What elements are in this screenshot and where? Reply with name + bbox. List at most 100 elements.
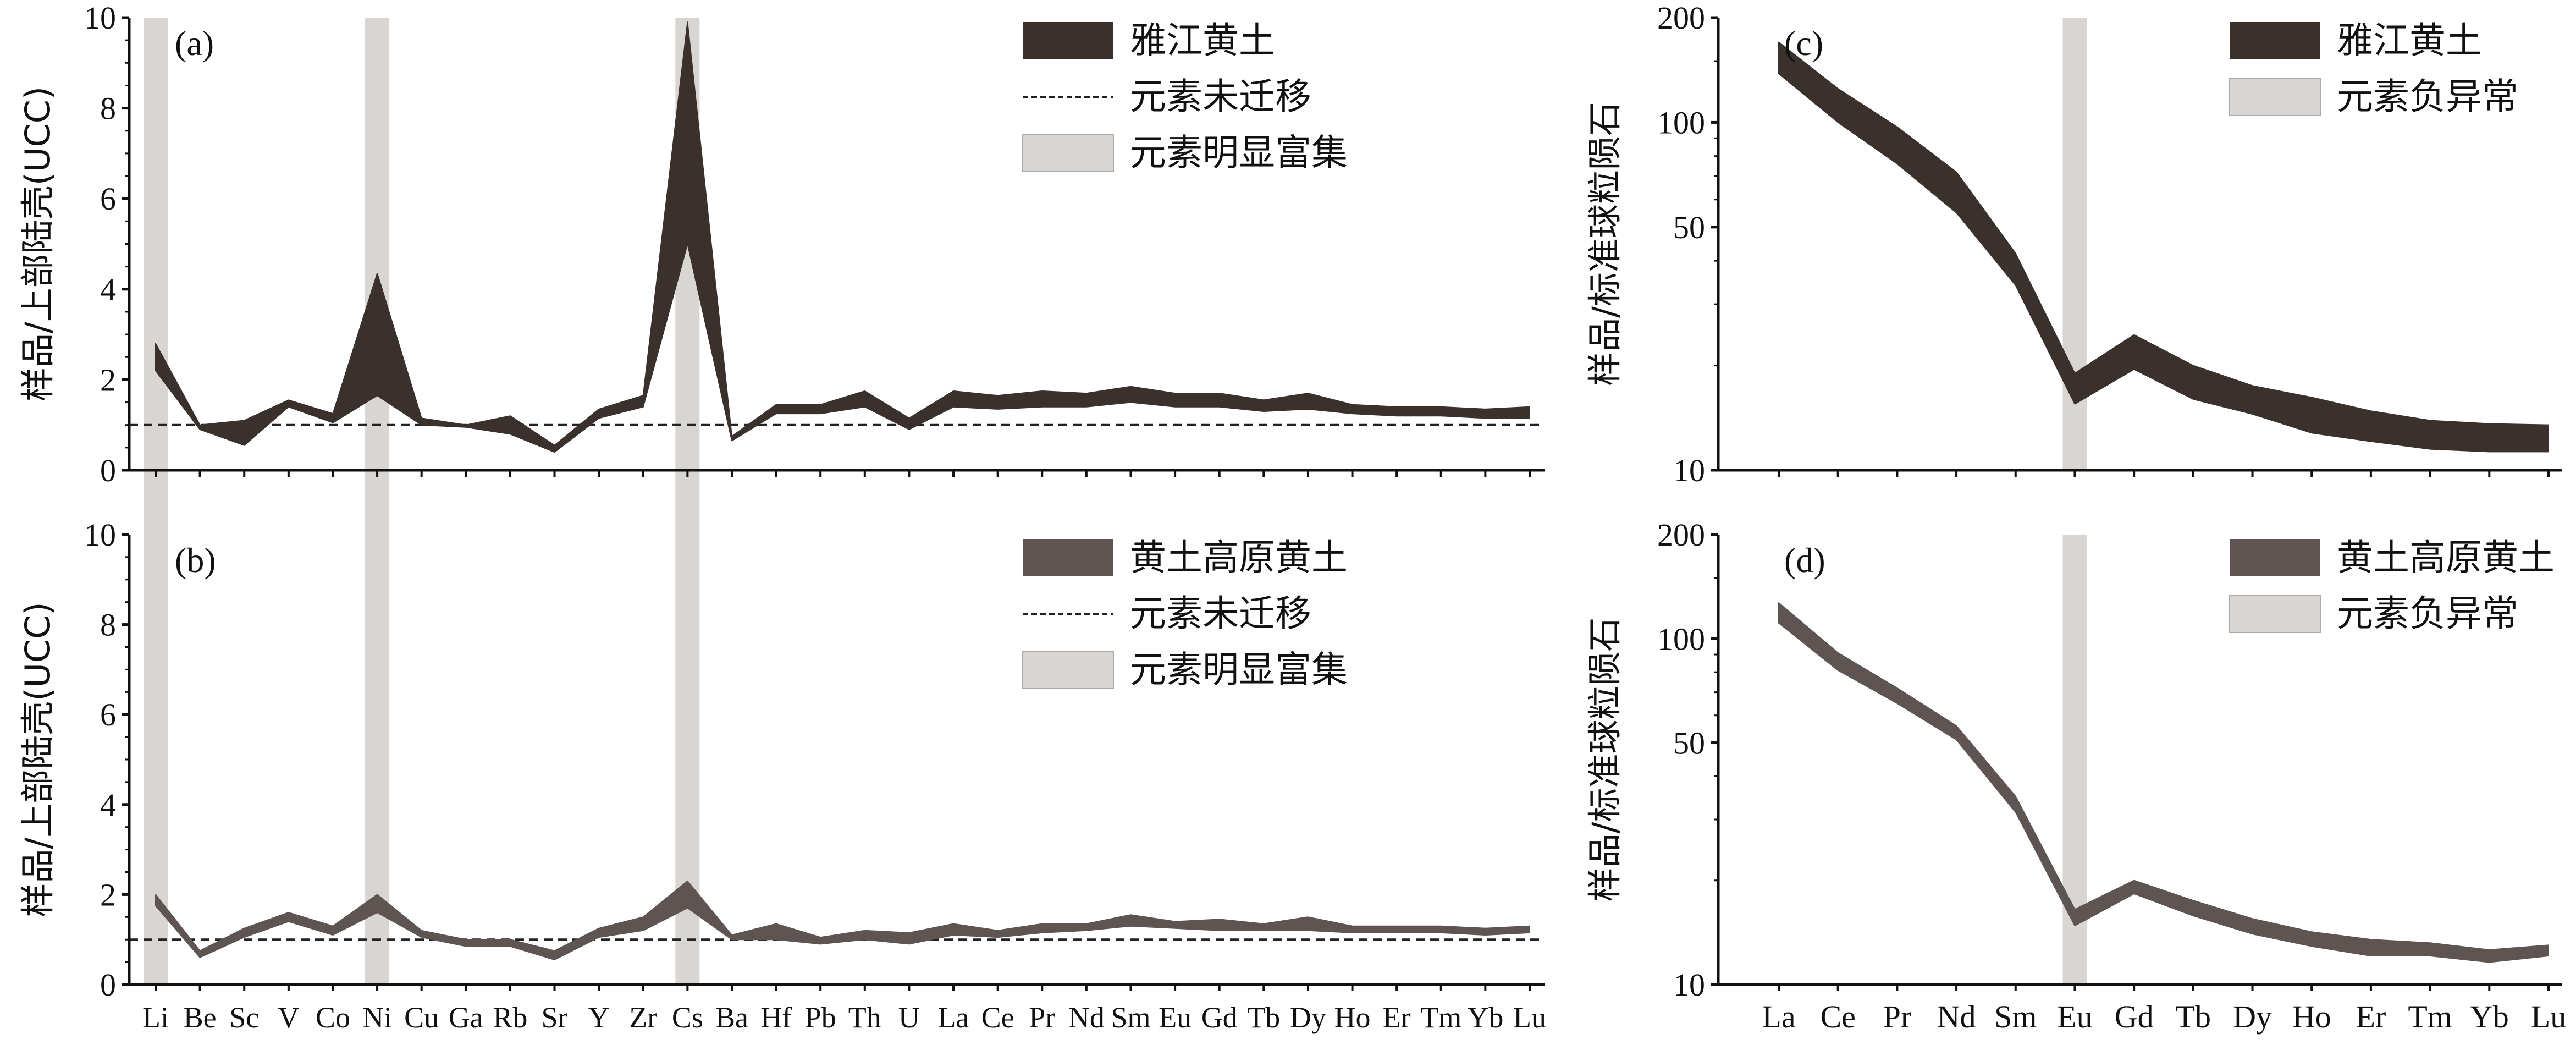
legend-swatch-highlight bbox=[1022, 134, 1114, 172]
y-tick-label: 200 bbox=[1657, 0, 1705, 36]
x-tick-label: Ga bbox=[449, 1001, 483, 1034]
x-tick-label: Ba bbox=[715, 1001, 748, 1034]
legend-label-series: 雅江黄土 bbox=[2337, 19, 2482, 62]
panel-label: (b) bbox=[175, 541, 216, 580]
legend-swatch-highlight bbox=[2229, 78, 2321, 116]
data-band-1 bbox=[155, 21, 1530, 453]
x-tick-label: Pb bbox=[805, 1001, 836, 1034]
y-tick-label: 2 bbox=[100, 877, 116, 912]
x-tick-label: Eu bbox=[2057, 999, 2092, 1035]
x-tick-label: Ho bbox=[1334, 1001, 1371, 1034]
x-tick-label: Tb bbox=[2176, 999, 2211, 1035]
y-tick-label: 100 bbox=[1657, 621, 1705, 657]
y-tick-label: 0 bbox=[100, 967, 116, 1003]
x-tick-label: Zr bbox=[629, 1001, 657, 1034]
y-tick-label: 6 bbox=[100, 697, 116, 733]
x-tick-label: Nd bbox=[1068, 1001, 1105, 1034]
legend-swatch-series bbox=[2230, 22, 2320, 59]
x-tick-label: Nd bbox=[1937, 999, 1976, 1035]
x-tick-label: Yb bbox=[1467, 1001, 1503, 1034]
x-tick-label: Er bbox=[1383, 1001, 1411, 1034]
x-tick-label: Cu bbox=[404, 1001, 439, 1034]
y-axis-title: 样品/上部陆壳(UCC) bbox=[18, 602, 58, 917]
y-tick-label: 10 bbox=[1673, 453, 1705, 488]
legend-swatch-highlight bbox=[1022, 651, 1114, 689]
legend-swatch-highlight bbox=[2229, 595, 2321, 633]
x-tick-label: Be bbox=[184, 1001, 217, 1034]
legend-label-reference: 元素未迁移 bbox=[1130, 75, 1311, 118]
data-band-1 bbox=[1778, 41, 2549, 453]
y-tick-label: 4 bbox=[100, 787, 116, 823]
x-tick-label: Tb bbox=[1247, 1001, 1280, 1034]
x-tick-label: Rb bbox=[493, 1001, 527, 1034]
x-tick-label: Lu bbox=[2531, 999, 2566, 1035]
x-tick-label: Er bbox=[2356, 999, 2386, 1035]
chart-panel-b: 0 2 4 6 8 10 Li Be Sc V Co Ni Cu Ga Rb Sr Y Zr Cs Ba Hf Pb Th U… bbox=[18, 517, 1546, 1034]
x-tick-label: Sm bbox=[1111, 1001, 1150, 1034]
x-tick-label: Pr bbox=[1883, 999, 1912, 1035]
legend-label-highlight: 元素明显富集 bbox=[1130, 648, 1348, 691]
x-tick-label: Ce bbox=[981, 1001, 1014, 1034]
legend-label-highlight: 元素明显富集 bbox=[1130, 131, 1348, 174]
y-tick-label: 10 bbox=[1673, 967, 1705, 1003]
x-tick-label: Sr bbox=[542, 1001, 568, 1034]
x-tick-label: Ce bbox=[1820, 999, 1855, 1035]
legend-swatch-series bbox=[2230, 539, 2320, 576]
x-tick-label: Y bbox=[588, 1001, 610, 1034]
legend-swatch-series bbox=[1023, 22, 1113, 59]
y-tick-label: 100 bbox=[1657, 105, 1705, 140]
x-tick-label: Dy bbox=[2233, 999, 2272, 1035]
x-tick-label: Pr bbox=[1029, 1001, 1055, 1034]
highlight-band-ni bbox=[365, 18, 390, 985]
x-tick-label: Co bbox=[316, 1001, 350, 1034]
x-tick-label: Eu bbox=[1159, 1001, 1192, 1034]
y-tick-label: 50 bbox=[1673, 210, 1705, 245]
x-tick-label: Hf bbox=[760, 1001, 792, 1034]
y-tick-label: 4 bbox=[100, 272, 116, 307]
y-tick-label: 10 bbox=[84, 517, 116, 553]
x-tick-label: Tm bbox=[1420, 1001, 1461, 1034]
y-tick-label: 200 bbox=[1657, 517, 1705, 553]
x-tick-label: La bbox=[1762, 999, 1795, 1035]
data-band-1 bbox=[155, 880, 1530, 960]
x-tick-label: Gd bbox=[2115, 999, 2154, 1035]
x-tick-label: Sm bbox=[1994, 999, 2037, 1035]
data-band-1 bbox=[1778, 602, 2549, 963]
x-tick-label: La bbox=[938, 1001, 969, 1034]
y-tick-label: 8 bbox=[100, 607, 116, 643]
legend-label-series: 黄土高原黄土 bbox=[1130, 536, 1348, 579]
y-tick-label: 0 bbox=[100, 453, 116, 488]
x-tick-label: Dy bbox=[1290, 1001, 1326, 1034]
y-axis-title: 样品/标准球粒陨石 bbox=[1585, 618, 1625, 902]
x-tick-label: Th bbox=[848, 1001, 881, 1034]
panel-label: (d) bbox=[1784, 541, 1825, 580]
legend-label-reference: 元素未迁移 bbox=[1130, 592, 1311, 635]
y-tick-label: 50 bbox=[1673, 725, 1705, 761]
legend-label-highlight: 元素负异常 bbox=[2337, 75, 2518, 118]
x-tick-label: Gd bbox=[1201, 1001, 1238, 1034]
x-tick-label: Sc bbox=[229, 1001, 259, 1034]
y-tick-label: 2 bbox=[100, 362, 116, 398]
y-axis-title: 样品/上部陆壳(UCC) bbox=[18, 86, 58, 402]
y-tick-label: 8 bbox=[100, 91, 116, 127]
legend-label-series: 雅江黄土 bbox=[1130, 19, 1275, 62]
x-tick-label: Yb bbox=[2470, 999, 2509, 1035]
chart-panel-d: 10 50 100 200 La Ce Pr Nd Sm Eu Gd Tb Dy Ho Er Tm Yb Lu 样品… bbox=[1585, 517, 2566, 1035]
y-axis-title: 样品/标准球粒陨石 bbox=[1585, 102, 1625, 386]
y-tick-label: 10 bbox=[84, 0, 116, 36]
highlight-band-li bbox=[144, 18, 168, 985]
x-tick-label: V bbox=[278, 1001, 299, 1034]
panel-label: (c) bbox=[1784, 24, 1823, 63]
x-tick-label: Cs bbox=[672, 1001, 703, 1034]
x-tick-label: Li bbox=[142, 1001, 169, 1034]
legend-label-highlight: 元素负异常 bbox=[2337, 592, 2518, 635]
legend-label-series: 黄土高原黄土 bbox=[2337, 536, 2555, 579]
x-tick-label: U bbox=[898, 1001, 920, 1034]
